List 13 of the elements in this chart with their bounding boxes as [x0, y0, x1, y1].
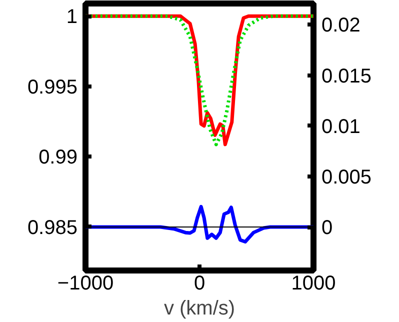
x-tick-label: −1000 — [57, 272, 114, 294]
y-tick-label: 0.995 — [27, 76, 78, 98]
y-tick-label: 0.99 — [38, 146, 78, 169]
y2-tick-label: 0.015 — [322, 65, 372, 88]
x-axis-title: v (km/s) — [164, 298, 236, 320]
y-tick-label: 0.985 — [27, 216, 78, 239]
x-tick-label: 1000 — [291, 272, 336, 294]
y2-tick-label: 0.02 — [322, 14, 360, 37]
y-tick-label: 1 — [66, 6, 78, 28]
y2-tick-label: 0 — [322, 217, 333, 240]
y2-tick-label: 0.01 — [322, 116, 360, 138]
y2-tick-label: 0.005 — [322, 166, 372, 188]
x-tick-label: 0 — [194, 272, 206, 294]
